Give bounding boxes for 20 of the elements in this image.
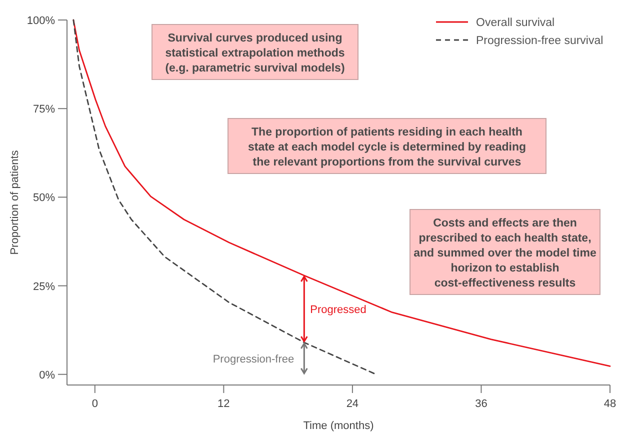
annotation: Costs and effects are then prescribed to each health state, and summed over the model time horizon to establish cost-effectiveness results <box>414 218 596 290</box>
x-tick-label: 48 <box>604 398 616 410</box>
x-tick-label: 0 <box>92 398 98 410</box>
legend-label: Progression-free survival <box>476 35 604 47</box>
y-tick-label: 0% <box>39 369 56 382</box>
x-tick-label: 24 <box>346 398 359 410</box>
y-tick-label: 100% <box>26 15 56 27</box>
x-axis-title: Time (months) <box>303 420 374 432</box>
annotation: Progression-free <box>212 353 294 366</box>
y-tick-label: 50% <box>32 192 56 204</box>
y-tick-label: 25% <box>32 280 56 293</box>
annotation: Progressed <box>310 304 366 316</box>
x-tick-label: 12 <box>218 398 230 410</box>
y-tick-label: 75% <box>32 104 56 116</box>
annotation: The proportion of patients residing in each health state at each model cycle is determined by reading the relevant proportions from the survival curves <box>248 126 526 168</box>
x-tick-label: 36 <box>475 398 488 410</box>
line-series <box>72 19 611 367</box>
legend-label: Overall survival <box>476 17 555 29</box>
annotation: Survival curves produced using statistical extrapolation methods (e.g. parametric survival models) <box>165 32 345 74</box>
y-axis-title: Proportion of patients <box>9 150 21 255</box>
